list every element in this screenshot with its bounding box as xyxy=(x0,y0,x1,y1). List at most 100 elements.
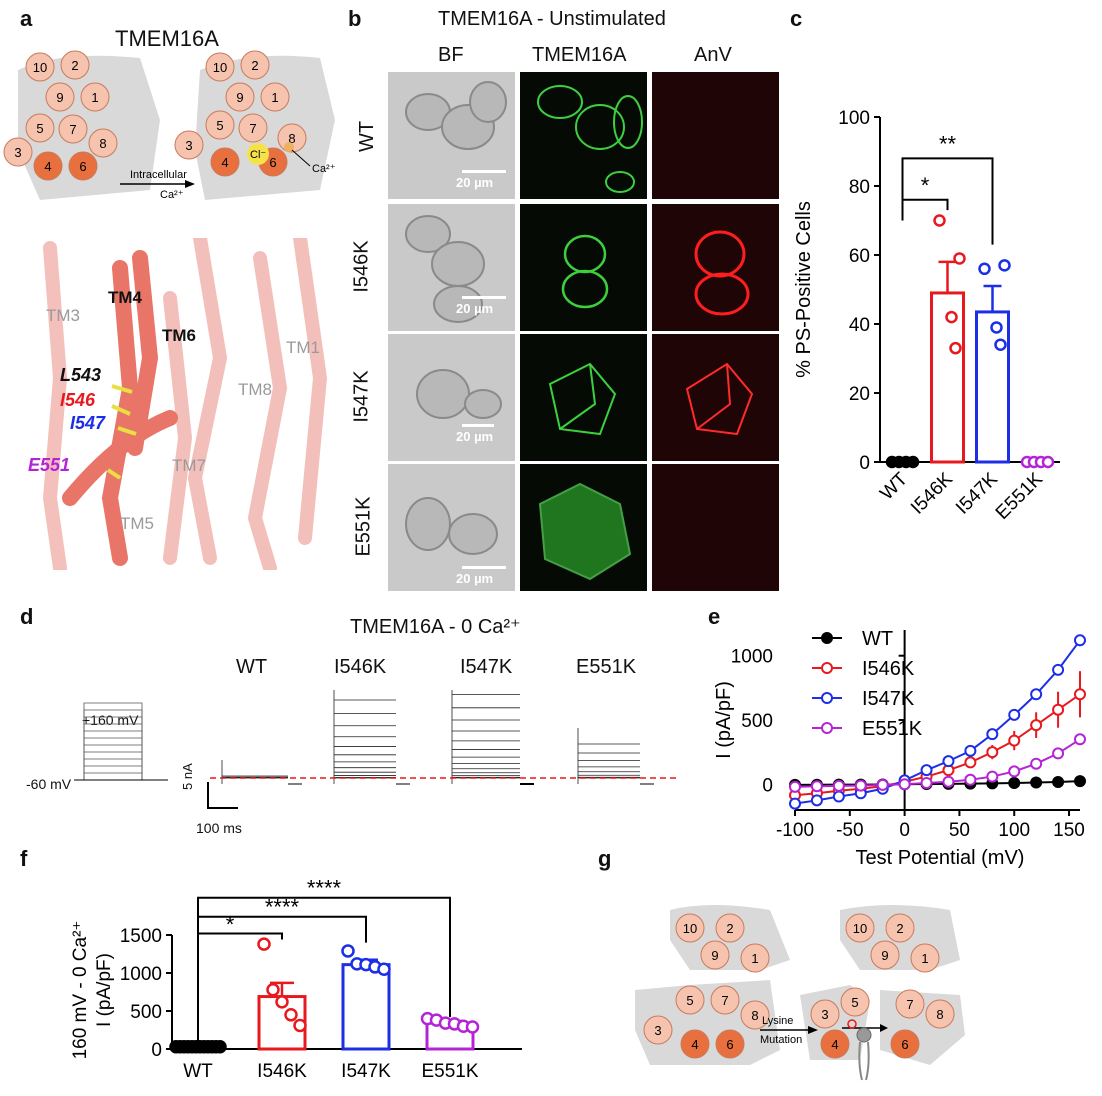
f-point-I546K xyxy=(257,937,271,951)
ca-pointer xyxy=(291,149,311,167)
helix-9 xyxy=(225,82,255,112)
row-e551k: E551K xyxy=(352,496,375,557)
label-e551: E551 xyxy=(28,455,71,475)
image-i547k-tmem16a xyxy=(520,334,647,461)
helix-label-9: 9 xyxy=(236,90,243,105)
helix-9 xyxy=(870,940,900,970)
image-e551k-bf xyxy=(388,464,515,591)
helix-5 xyxy=(675,985,705,1015)
image-i546k-tmem16a xyxy=(520,204,647,331)
e-point-I547K xyxy=(789,797,801,810)
chart-e: 0 500 1000 -100 -50 0 50 100 150 Test Potential (… xyxy=(713,628,1086,869)
c-x-tick-label: I546K xyxy=(907,468,957,518)
g-arrow-label-2: Mutation xyxy=(760,1034,802,1046)
helix-label-8: 8 xyxy=(288,131,295,146)
panel-b-title: TMEM16A - Unstimulated xyxy=(438,8,666,30)
c-y-tick-label: 40 xyxy=(849,315,870,336)
c-y-tick-label: 20 xyxy=(849,384,870,405)
trace-label-e551k: E551K xyxy=(576,656,637,678)
helix-label-6: 6 xyxy=(901,1037,908,1052)
c-bar-I547K xyxy=(975,310,1010,464)
panel-d-title: TMEM16A - 0 Ca²⁺ xyxy=(350,616,521,638)
e-point-I546K xyxy=(1052,703,1065,716)
c-sig-label-1: * xyxy=(921,173,930,198)
scale-time-label: 100 ms xyxy=(196,820,242,836)
helix-label-4: 4 xyxy=(221,155,228,170)
helix-label-7: 7 xyxy=(906,997,913,1012)
f-x-tick-label: I547K xyxy=(341,1061,391,1082)
helix-tm7 xyxy=(163,291,193,565)
e-point-I547K xyxy=(1030,688,1043,701)
e-point-I546K xyxy=(1074,688,1086,701)
helix-2 xyxy=(240,50,270,80)
voltage-step xyxy=(83,772,143,780)
cl-ion-label: Cl⁻ xyxy=(250,149,266,161)
panel-label-c: c xyxy=(790,6,803,31)
e-x-label: Test Potential (mV) xyxy=(856,847,1025,869)
e-point-WT xyxy=(1030,776,1043,789)
protein-structure xyxy=(20,238,340,570)
ca-ion-label: Ca²⁺ xyxy=(312,163,336,175)
helix-6 xyxy=(68,151,98,181)
scale-bar-i547k: 20 µm xyxy=(456,424,494,444)
helix-label-6: 6 xyxy=(726,1037,733,1052)
e-point-I547K xyxy=(810,794,823,807)
f-point-I547K xyxy=(341,944,355,958)
image-e551k-anv xyxy=(652,464,779,591)
helix-label-3: 3 xyxy=(14,145,21,160)
col-anv: AnV xyxy=(694,44,732,66)
helix-label-3: 3 xyxy=(654,1023,661,1038)
helix-2 xyxy=(885,913,915,943)
f-point-I546K xyxy=(293,1018,307,1033)
e-point-E551K xyxy=(854,779,867,792)
helix-tm3 xyxy=(42,241,68,570)
e-point-E551K xyxy=(898,778,911,791)
helix-3 xyxy=(3,137,33,167)
voltage-bottom-label: -60 mV xyxy=(26,776,72,792)
label-tm5: TM5 xyxy=(120,514,154,533)
e-legend-marker-I546K xyxy=(821,662,833,674)
row-wt: WT xyxy=(356,120,379,153)
panel-label-f: f xyxy=(20,846,28,871)
helix-label-6: 6 xyxy=(269,155,276,170)
helix-label-2: 2 xyxy=(71,58,78,73)
helix-label-1: 1 xyxy=(921,951,928,966)
f-point-I546K xyxy=(284,1008,298,1022)
helix-label-3: 3 xyxy=(821,1007,828,1022)
f-x-tick-label: E551K xyxy=(421,1061,478,1082)
f-x-tick-label: I546K xyxy=(257,1061,307,1082)
e-point-I546K xyxy=(964,756,977,769)
helix-9 xyxy=(45,82,75,112)
e-point-I547K xyxy=(942,755,955,768)
helix-label-4: 4 xyxy=(44,159,51,174)
e-y-tick-label: 1000 xyxy=(731,647,773,668)
residue-l543-stick xyxy=(111,384,133,394)
trace-label-i546k: I546K xyxy=(334,656,387,678)
helix-label-2: 2 xyxy=(251,58,258,73)
helix-7 xyxy=(710,985,740,1015)
label-tm4: TM4 xyxy=(108,288,142,307)
panel-a-schematic: 10 2 9 1 5 7 8 3 4 6 10 2 9 1 5 7 8 3 4 6 Intracellular Ca²… xyxy=(3,50,336,200)
e-point-I547K xyxy=(1074,634,1086,647)
helix-label-2: 2 xyxy=(896,921,903,936)
row-i547k: I547K xyxy=(350,370,373,423)
helix-7 xyxy=(895,989,925,1019)
helix-10 xyxy=(675,913,705,943)
c-point-I547K xyxy=(998,259,1011,272)
voltage-step xyxy=(83,702,143,780)
lysine-mark xyxy=(847,1019,857,1029)
e-point-E551K xyxy=(1030,757,1043,770)
helix-6 xyxy=(715,1029,745,1059)
image-wt-anv xyxy=(652,72,779,199)
e-x-tick-label: 100 xyxy=(998,820,1030,841)
f-sig-bracket-3 xyxy=(197,896,451,1018)
e-point-E551K xyxy=(832,779,845,792)
f-sig-label-1: * xyxy=(226,912,235,937)
helix-5 xyxy=(205,110,235,140)
e-y-tick-label: 500 xyxy=(741,711,773,732)
helix-10 xyxy=(845,913,875,943)
panel-label-g: g xyxy=(598,846,612,871)
e-x-tick-label: -100 xyxy=(776,820,814,841)
panel-label-b: b xyxy=(348,6,362,31)
label-l543: L543 xyxy=(60,365,102,385)
